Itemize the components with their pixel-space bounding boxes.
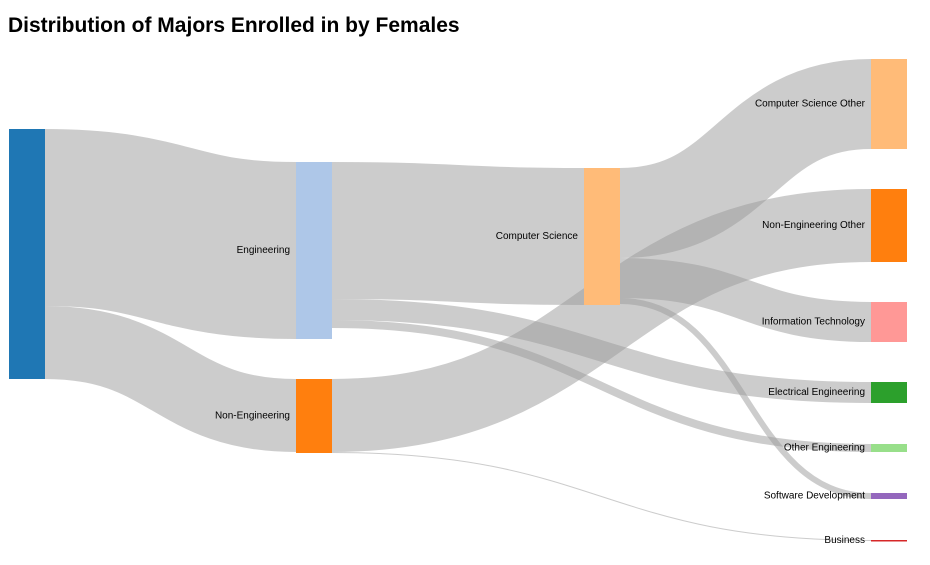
sankey-label-noneng: Non-Engineering [215, 411, 290, 422]
sankey-node-ee [871, 382, 907, 403]
sankey-node-noneng [296, 379, 332, 453]
sankey-label-cso: Computer Science Other [755, 99, 866, 110]
sankey-link-noneng-to-bus [331, 452, 872, 541]
sankey-node-bus [871, 540, 907, 542]
nodes-layer [9, 59, 907, 542]
sankey-link-root-to-eng [43, 129, 298, 339]
sankey-node-cso [871, 59, 907, 149]
sankey-label-eng: Engineering [237, 245, 290, 256]
sankey-label-oe: Other Engineering [784, 443, 865, 454]
sankey-link-cs-to-sd [619, 298, 872, 499]
sankey-link-eng-to-cs [331, 162, 585, 305]
sankey-label-it: Information Technology [762, 317, 865, 328]
sankey-node-neo [871, 189, 907, 262]
sankey-node-it [871, 302, 907, 342]
sankey-link-root-to-noneng [44, 306, 297, 452]
sankey-link-noneng-to-neo [331, 189, 872, 452]
sankey-node-sd [871, 493, 907, 499]
sankey-label-cs: Computer Science [496, 231, 579, 242]
sankey-link-cs-to-cso [618, 59, 873, 258]
sankey-label-bus: Business [824, 535, 865, 546]
sankey-label-sd: Software Development [764, 491, 865, 502]
sankey-link-cs-to-it [619, 258, 872, 342]
sankey-node-oe [871, 444, 907, 452]
links-layer [43, 59, 873, 541]
sankey-label-ee: Electrical Engineering [768, 387, 865, 398]
labels-layer: Engineering Non-Engineering Computer Scien… [215, 99, 866, 547]
sankey-node-root [9, 129, 45, 379]
chart-title: Distribution of Majors Enrolled in by Fe… [8, 14, 460, 37]
sankey-node-cs [584, 168, 620, 305]
sankey-label-neo: Non-Engineering Other [762, 220, 866, 231]
sankey-node-eng [296, 162, 332, 339]
